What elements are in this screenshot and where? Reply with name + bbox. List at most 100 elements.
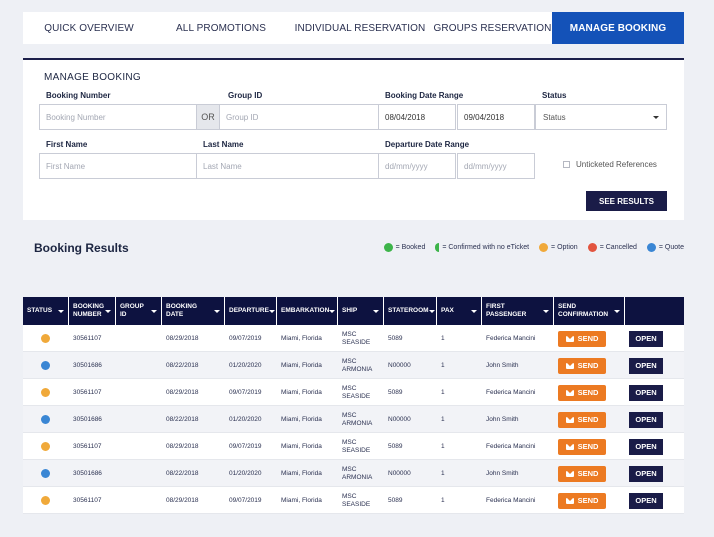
booking-date-cell: 08/29/2018 xyxy=(166,388,199,396)
tab-manage-booking[interactable]: MANAGE BOOKING xyxy=(552,12,684,44)
sort-arrow-icon xyxy=(214,309,220,313)
first-passenger-cell: Federica Mancini xyxy=(486,496,536,504)
ship-cell: MSC ARMONIA xyxy=(342,466,373,481)
send-button[interactable]: SEND xyxy=(558,411,606,428)
embarkation-cell: Miami, Florida xyxy=(281,442,322,450)
tab-all-promotions[interactable]: ALL PROMOTIONS xyxy=(176,22,266,34)
open-button[interactable]: OPEN xyxy=(629,384,663,401)
stateroom-cell: 5089 xyxy=(388,388,403,396)
status-cell xyxy=(23,433,69,460)
send-label: SEND xyxy=(577,387,599,397)
header-send-confirmation[interactable]: SEND CONFIRMATION xyxy=(554,297,625,325)
header-stateroom[interactable]: STATEROOM xyxy=(384,297,437,325)
legend-label: = Confirmed with no eTicket xyxy=(442,244,530,251)
send-button[interactable]: SEND xyxy=(558,384,606,401)
departure-date-from-input[interactable] xyxy=(385,161,449,171)
send-confirmation-cell: SEND xyxy=(554,460,625,487)
status-select[interactable]: Status xyxy=(535,104,667,130)
booking-number-cell: 30561107 xyxy=(73,496,102,504)
header-embarkation[interactable]: EMBARKATION xyxy=(277,297,338,325)
header-pax[interactable]: PAX xyxy=(437,297,482,325)
open-button[interactable]: OPEN xyxy=(629,330,663,347)
embarkation-cell: Miami, Florida xyxy=(281,334,322,342)
send-button[interactable]: SEND xyxy=(558,357,606,374)
header-ship[interactable]: SHIP xyxy=(338,297,384,325)
open-button[interactable]: OPEN xyxy=(629,438,663,455)
open-button[interactable]: OPEN xyxy=(629,357,663,374)
header-label: SEND CONFIRMATION xyxy=(558,303,609,318)
booking-number-cell: 30501686 xyxy=(73,469,102,477)
tab-individual-reservation[interactable]: INDIVIDUAL RESERVATION xyxy=(294,22,426,34)
group-id-cell xyxy=(116,379,162,406)
booking-date-cell: 08/29/2018 xyxy=(166,442,199,450)
booking-date-cell: 08/22/2018 xyxy=(166,415,199,423)
booking-number-cell: 30561107 xyxy=(73,334,102,342)
header-departure[interactable]: DEPARTURE xyxy=(225,297,277,325)
departure-date-to-input[interactable] xyxy=(464,161,528,171)
status-cell xyxy=(23,379,69,406)
booking-date-cell: 08/22/2018 xyxy=(166,469,199,477)
booking-number-cell: 30561107 xyxy=(73,388,102,396)
send-button[interactable]: SEND xyxy=(558,465,606,482)
status-dot-icon xyxy=(41,361,50,370)
tab-quick-overview[interactable]: QUICK OVERVIEW xyxy=(44,22,134,34)
sort-arrow-icon xyxy=(428,309,435,313)
first-name-input[interactable] xyxy=(46,161,190,171)
unticketed-references-checkbox[interactable] xyxy=(563,161,570,168)
envelope-icon xyxy=(565,470,574,477)
last-name-input[interactable] xyxy=(203,161,372,171)
booking-number-field[interactable] xyxy=(39,104,197,130)
send-button[interactable]: SEND xyxy=(558,438,606,455)
chevron-down-icon xyxy=(653,115,659,119)
departure-cell: 01/20/2020 xyxy=(229,415,262,423)
booking-number-input[interactable] xyxy=(46,112,190,122)
table-body: 30561107 08/29/2018 09/07/2019 Miami, Flori… xyxy=(23,325,684,514)
send-button[interactable]: SEND xyxy=(558,492,606,509)
envelope-icon xyxy=(565,497,574,504)
first-name-field[interactable] xyxy=(39,153,197,179)
last-name-field[interactable] xyxy=(196,153,379,179)
departure-date-to-field[interactable] xyxy=(457,153,535,179)
open-button[interactable]: OPEN xyxy=(629,465,663,482)
group-id-input[interactable] xyxy=(226,112,372,122)
booking-date-to-field[interactable]: 09/04/2018 xyxy=(457,104,535,130)
send-label: SEND xyxy=(577,468,599,478)
departure-date-from-field[interactable] xyxy=(378,153,456,179)
pax-cell: 1 xyxy=(441,361,445,369)
header-status[interactable]: STATUS xyxy=(23,297,69,325)
status-dot-icon xyxy=(41,442,50,451)
departure-date-range-label: Departure Date Range xyxy=(385,140,470,149)
group-id-cell xyxy=(116,433,162,460)
booking-date-from-value: 08/04/2018 xyxy=(385,112,426,122)
legend-label: = Option xyxy=(551,244,578,251)
header-first-passenger[interactable]: FIRST PASSENGER xyxy=(482,297,554,325)
header-booking-date[interactable]: BOOKING DATE xyxy=(162,297,225,325)
see-results-button[interactable]: SEE RESULTS xyxy=(586,191,667,211)
open-button[interactable]: OPEN xyxy=(629,411,663,428)
last-name-label: Last Name xyxy=(203,140,244,149)
table-row: 30561107 08/29/2018 09/07/2019 Miami, Flori… xyxy=(23,379,684,406)
open-button[interactable]: OPEN xyxy=(629,492,663,509)
send-confirmation-cell: SEND xyxy=(554,325,625,352)
legend-confirmed-no-eticket: = Confirmed with no eTicket xyxy=(435,243,529,252)
first-passenger-cell: John Smith xyxy=(486,361,519,369)
table-row: 30561107 08/29/2018 09/07/2019 Miami, Flori… xyxy=(23,433,684,460)
header-label: STATEROOM xyxy=(388,307,429,314)
pax-cell: 1 xyxy=(441,334,445,342)
status-dot-icon xyxy=(41,469,50,478)
panel-title: MANAGE BOOKING xyxy=(44,72,141,83)
envelope-icon xyxy=(565,389,574,396)
send-button[interactable]: SEND xyxy=(558,330,606,347)
header-booking-number[interactable]: BOOKING NUMBER xyxy=(69,297,116,325)
stateroom-cell: N00000 xyxy=(388,415,411,423)
booking-date-from-field[interactable]: 08/04/2018 xyxy=(378,104,456,130)
stateroom-cell: N00000 xyxy=(388,361,411,369)
ship-cell: MSC ARMONIA xyxy=(342,358,373,373)
booking-number-label: Booking Number xyxy=(46,91,111,100)
status-cell xyxy=(23,352,69,379)
group-id-field[interactable] xyxy=(219,104,379,130)
header-group-id[interactable]: GROUP ID xyxy=(116,297,162,325)
tab-groups-reservation[interactable]: GROUPS RESERVATION xyxy=(433,22,552,34)
or-separator: OR xyxy=(196,104,220,130)
stateroom-cell: N00000 xyxy=(388,469,411,477)
